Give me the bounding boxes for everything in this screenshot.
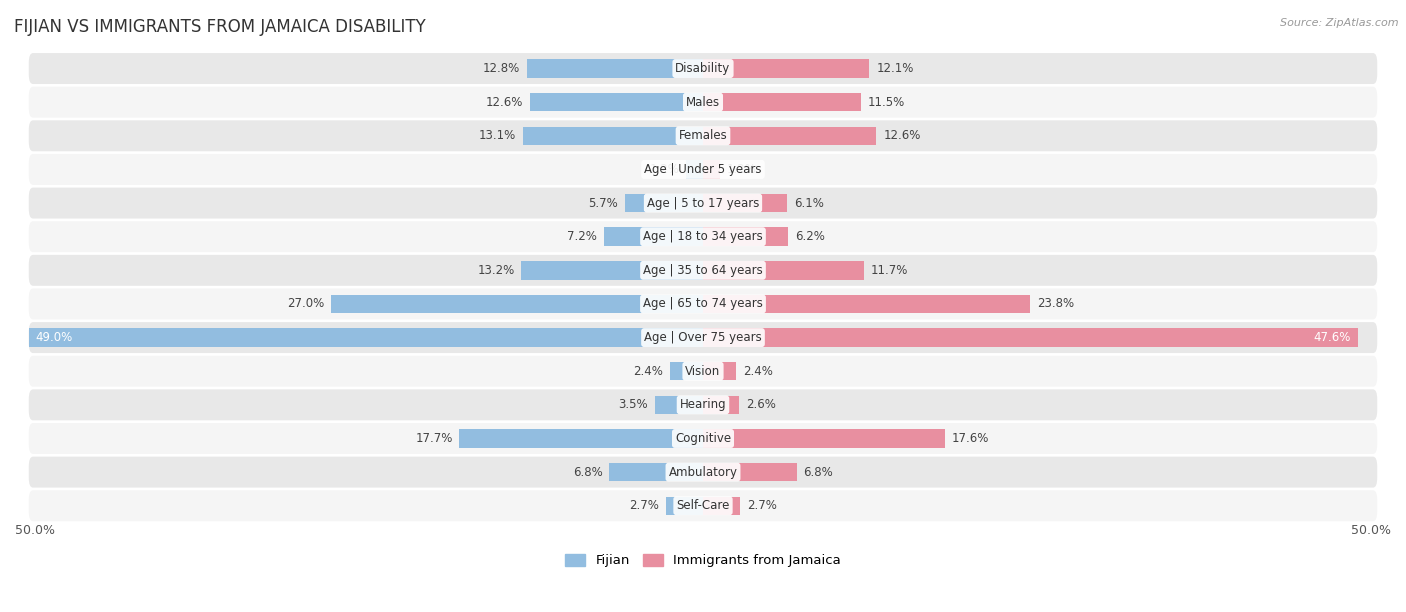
Bar	[703, 194, 787, 212]
Text: Ambulatory: Ambulatory	[668, 466, 738, 479]
Bar	[530, 93, 703, 111]
Text: 3.5%: 3.5%	[619, 398, 648, 411]
Text: FIJIAN VS IMMIGRANTS FROM JAMAICA DISABILITY: FIJIAN VS IMMIGRANTS FROM JAMAICA DISABI…	[14, 18, 426, 36]
Text: Females: Females	[679, 129, 727, 143]
Bar	[703, 261, 865, 280]
Text: Age | Under 5 years: Age | Under 5 years	[644, 163, 762, 176]
FancyBboxPatch shape	[28, 87, 1378, 118]
Text: Source: ZipAtlas.com: Source: ZipAtlas.com	[1281, 18, 1399, 28]
Bar	[666, 496, 703, 515]
Bar	[703, 59, 869, 78]
Bar	[605, 228, 703, 246]
Text: 2.7%: 2.7%	[747, 499, 778, 512]
Text: Age | 35 to 64 years: Age | 35 to 64 years	[643, 264, 763, 277]
FancyBboxPatch shape	[28, 53, 1378, 84]
Text: 50.0%: 50.0%	[1351, 524, 1391, 537]
Text: 2.4%: 2.4%	[633, 365, 664, 378]
Text: 47.6%: 47.6%	[1313, 331, 1351, 344]
Text: Hearing: Hearing	[679, 398, 727, 411]
Bar	[703, 127, 876, 145]
Bar	[460, 429, 703, 448]
FancyBboxPatch shape	[28, 188, 1378, 218]
Bar	[655, 395, 703, 414]
Text: 6.8%: 6.8%	[572, 466, 603, 479]
Bar	[703, 329, 1358, 347]
Text: 50.0%: 50.0%	[15, 524, 55, 537]
FancyBboxPatch shape	[28, 356, 1378, 387]
Text: Vision: Vision	[685, 365, 721, 378]
Bar	[671, 362, 703, 381]
FancyBboxPatch shape	[28, 121, 1378, 151]
FancyBboxPatch shape	[28, 423, 1378, 454]
FancyBboxPatch shape	[28, 457, 1378, 488]
Text: 11.7%: 11.7%	[870, 264, 908, 277]
Text: 6.8%: 6.8%	[803, 466, 834, 479]
Legend: Fijian, Immigrants from Jamaica: Fijian, Immigrants from Jamaica	[560, 548, 846, 572]
Bar	[28, 329, 703, 347]
Bar	[703, 496, 740, 515]
Text: Age | 18 to 34 years: Age | 18 to 34 years	[643, 230, 763, 243]
Text: 6.2%: 6.2%	[796, 230, 825, 243]
Text: Age | 5 to 17 years: Age | 5 to 17 years	[647, 196, 759, 209]
Text: 2.6%: 2.6%	[745, 398, 776, 411]
Bar	[332, 295, 703, 313]
Bar	[703, 93, 862, 111]
Text: 2.7%: 2.7%	[628, 499, 659, 512]
Text: 2.4%: 2.4%	[742, 365, 773, 378]
Text: 5.7%: 5.7%	[588, 196, 617, 209]
Text: Age | Over 75 years: Age | Over 75 years	[644, 331, 762, 344]
FancyBboxPatch shape	[28, 255, 1378, 286]
Text: 13.1%: 13.1%	[478, 129, 516, 143]
Bar	[703, 395, 738, 414]
Bar	[703, 362, 735, 381]
Text: 17.6%: 17.6%	[952, 432, 990, 445]
Text: 13.2%: 13.2%	[477, 264, 515, 277]
Bar	[703, 463, 797, 482]
FancyBboxPatch shape	[28, 322, 1378, 353]
FancyBboxPatch shape	[28, 389, 1378, 420]
Text: 12.8%: 12.8%	[482, 62, 520, 75]
Text: 17.7%: 17.7%	[415, 432, 453, 445]
Text: 1.2%: 1.2%	[727, 163, 756, 176]
Text: Age | 65 to 74 years: Age | 65 to 74 years	[643, 297, 763, 310]
Bar	[703, 160, 720, 179]
Text: Males: Males	[686, 95, 720, 109]
Text: 12.6%: 12.6%	[485, 95, 523, 109]
Text: Disability: Disability	[675, 62, 731, 75]
Text: 12.6%: 12.6%	[883, 129, 921, 143]
Text: Cognitive: Cognitive	[675, 432, 731, 445]
Bar	[527, 59, 703, 78]
FancyBboxPatch shape	[28, 154, 1378, 185]
Bar	[703, 228, 789, 246]
Text: 11.5%: 11.5%	[868, 95, 905, 109]
Text: 7.2%: 7.2%	[567, 230, 598, 243]
FancyBboxPatch shape	[28, 288, 1378, 319]
Bar	[703, 429, 945, 448]
FancyBboxPatch shape	[28, 221, 1378, 252]
Bar	[609, 463, 703, 482]
Text: 1.2%: 1.2%	[650, 163, 679, 176]
Bar	[522, 261, 703, 280]
Bar	[703, 295, 1031, 313]
Bar	[686, 160, 703, 179]
Bar	[624, 194, 703, 212]
Bar	[523, 127, 703, 145]
Text: 6.1%: 6.1%	[794, 196, 824, 209]
Text: 12.1%: 12.1%	[876, 62, 914, 75]
Text: 49.0%: 49.0%	[35, 331, 73, 344]
Text: 23.8%: 23.8%	[1038, 297, 1074, 310]
Text: 27.0%: 27.0%	[287, 297, 325, 310]
Text: Self-Care: Self-Care	[676, 499, 730, 512]
FancyBboxPatch shape	[28, 490, 1378, 521]
